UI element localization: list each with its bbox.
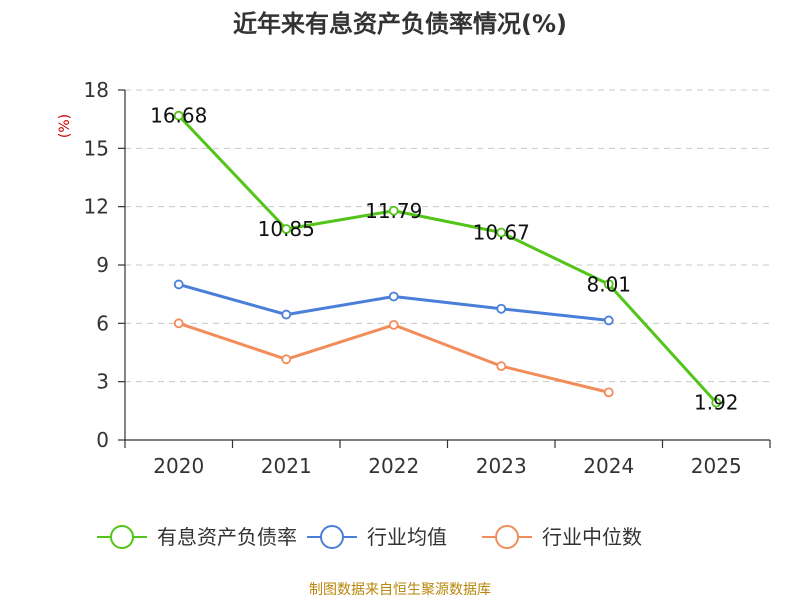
chart-title: 近年来有息资产负债率情况(%) <box>233 10 567 38</box>
series <box>173 110 722 408</box>
legend-marker-icon <box>110 525 134 549</box>
legend-label: 行业均值 <box>367 525 447 549</box>
y-tick-label: 3 <box>96 370 109 394</box>
data-point <box>173 279 184 290</box>
x-tick-label: 2022 <box>368 454 419 478</box>
series-line <box>178 283 609 322</box>
data-labels: 16.68 10.85 11.79 10.67 8.01 1.92 <box>150 104 738 415</box>
x-tick-label: 2024 <box>583 454 634 478</box>
data-label: 8.01 <box>586 272 631 296</box>
data-point <box>711 397 722 408</box>
data-point <box>173 110 184 121</box>
data-point <box>496 361 507 372</box>
x-tick-label: 2021 <box>261 454 312 478</box>
y-tick-label: 15 <box>84 136 109 160</box>
legend-marker-icon <box>495 525 519 549</box>
axes: 0 3 6 9 12 15 18 2020 2021 2022 2023 2024 2025 <box>84 78 771 478</box>
data-label: 10.67 <box>473 221 530 245</box>
legend: 有息资产负债率 行业均值 行业中位数 <box>97 525 642 549</box>
legend-item-3[interactable]: 行业中位数 <box>482 525 642 549</box>
y-axis-unit-label: (%) <box>57 114 73 138</box>
data-label: 1.92 <box>694 391 739 415</box>
y-tick-label: 6 <box>96 311 109 335</box>
grid-lines <box>125 89 770 383</box>
y-tick-label: 0 <box>96 428 109 452</box>
data-point <box>496 227 507 238</box>
data-point <box>388 319 399 330</box>
data-point <box>388 291 399 302</box>
series-2 <box>173 279 614 326</box>
data-point <box>496 303 507 314</box>
data-point <box>281 224 292 234</box>
source-note: 制图数据来自恒生聚源数据库 <box>309 582 491 598</box>
y-tick-label: 12 <box>84 195 109 219</box>
data-label: 11.79 <box>365 199 422 223</box>
series-1 <box>173 110 722 408</box>
data-point <box>173 318 184 329</box>
data-point <box>603 279 614 290</box>
legend-item-1[interactable]: 有息资产负债率 <box>97 525 297 549</box>
legend-label: 有息资产负债率 <box>157 525 297 549</box>
data-point <box>281 309 292 320</box>
data-label: 16.68 <box>150 104 207 128</box>
series-line <box>177 114 718 404</box>
data-point <box>281 354 292 365</box>
data-point <box>603 387 614 398</box>
legend-label: 行业中位数 <box>542 525 642 549</box>
y-tick-label: 9 <box>96 253 109 277</box>
y-tick-label: 18 <box>84 78 109 102</box>
x-tick-label: 2025 <box>691 454 742 478</box>
data-label: 10.85 <box>258 217 315 241</box>
legend-item-2[interactable]: 行业均值 <box>307 525 447 549</box>
legend-marker-icon <box>320 525 344 549</box>
data-point <box>388 205 399 216</box>
series-3 <box>173 318 614 398</box>
x-tick-label: 2020 <box>153 454 204 478</box>
data-point <box>603 315 614 326</box>
x-tick-label: 2023 <box>476 454 527 478</box>
